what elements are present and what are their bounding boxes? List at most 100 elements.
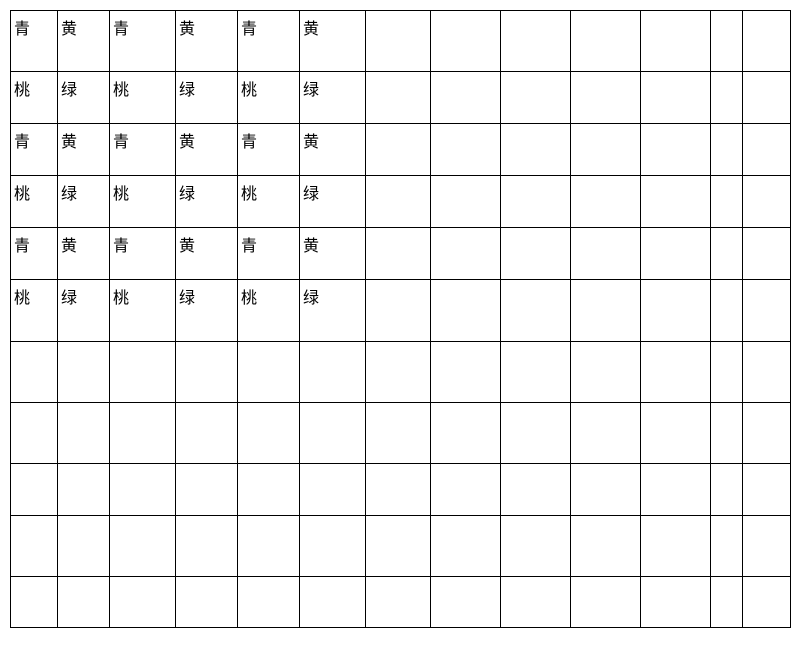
- grid-cell: [431, 403, 501, 464]
- grid-cell: [366, 464, 431, 516]
- grid-cell: [743, 228, 791, 280]
- grid-cell: [641, 11, 711, 72]
- grid-cell: [711, 403, 743, 464]
- grid-cell: [431, 124, 501, 176]
- table-row: [11, 577, 791, 628]
- grid-cell: [58, 516, 110, 577]
- grid-cell: [743, 72, 791, 124]
- grid-cell: [641, 577, 711, 628]
- grid-cell: 桃: [11, 72, 58, 124]
- grid-cell: [711, 228, 743, 280]
- grid-cell: 青: [11, 11, 58, 72]
- grid-cell: [58, 403, 110, 464]
- grid-cell: [641, 464, 711, 516]
- grid-cell: 青: [110, 124, 176, 176]
- grid-cell: [366, 176, 431, 228]
- grid-cell: [571, 228, 641, 280]
- grid-cell: [110, 516, 176, 577]
- grid-cell: [58, 577, 110, 628]
- grid-cell: [431, 516, 501, 577]
- grid-cell: 黄: [300, 228, 366, 280]
- grid-cell: [711, 72, 743, 124]
- grid-cell: [176, 464, 238, 516]
- grid-cell: [711, 124, 743, 176]
- grid-cell: [11, 577, 58, 628]
- grid-cell: [571, 577, 641, 628]
- grid-cell: [743, 280, 791, 342]
- grid-cell: [711, 11, 743, 72]
- grid-cell: 绿: [176, 280, 238, 342]
- grid-cell: 黄: [58, 228, 110, 280]
- grid-cell: [366, 124, 431, 176]
- grid-cell: [300, 516, 366, 577]
- grid-cell: 绿: [58, 280, 110, 342]
- grid-cell: [238, 342, 300, 403]
- table-row: 桃绿桃绿桃绿: [11, 176, 791, 228]
- grid-cell: [743, 464, 791, 516]
- grid-cell: [300, 577, 366, 628]
- grid-cell: 绿: [58, 72, 110, 124]
- table-row: [11, 464, 791, 516]
- grid-cell: [501, 280, 571, 342]
- grid-cell: [11, 403, 58, 464]
- table-row: [11, 342, 791, 403]
- grid-cell: [366, 72, 431, 124]
- grid-cell: [501, 516, 571, 577]
- grid-cell: 青: [110, 11, 176, 72]
- grid-cell: 青: [11, 228, 58, 280]
- grid-cell: [711, 176, 743, 228]
- grid-cell: [300, 403, 366, 464]
- grid-cell: [743, 516, 791, 577]
- grid-cell: 绿: [176, 176, 238, 228]
- grid-cell: 青: [238, 228, 300, 280]
- grid-cell: [58, 342, 110, 403]
- table-row: 青黄青黄青黄: [11, 11, 791, 72]
- grid-cell: [238, 464, 300, 516]
- grid-cell: [743, 342, 791, 403]
- grid-cell: 桃: [110, 72, 176, 124]
- grid-cell: [571, 516, 641, 577]
- grid-cell: [743, 577, 791, 628]
- grid-cell: [176, 577, 238, 628]
- grid-table: 青黄青黄青黄桃绿桃绿桃绿青黄青黄青黄桃绿桃绿桃绿青黄青黄青黄桃绿桃绿桃绿: [10, 10, 791, 628]
- grid-cell: [641, 176, 711, 228]
- grid-cell: 桃: [110, 176, 176, 228]
- table-row: 桃绿桃绿桃绿: [11, 280, 791, 342]
- grid-cell: 黄: [58, 11, 110, 72]
- grid-cell: [711, 516, 743, 577]
- grid-cell: [501, 464, 571, 516]
- grid-cell: [501, 577, 571, 628]
- grid-cell: 桃: [238, 72, 300, 124]
- grid-cell: [501, 342, 571, 403]
- grid-cell: [711, 280, 743, 342]
- grid-cell: [641, 228, 711, 280]
- grid-cell: 绿: [300, 176, 366, 228]
- grid-cell: [571, 464, 641, 516]
- grid-cell: [571, 124, 641, 176]
- grid-cell: [238, 403, 300, 464]
- grid-cell: [743, 124, 791, 176]
- grid-cell: [501, 228, 571, 280]
- grid-cell: 绿: [300, 280, 366, 342]
- grid-cell: [501, 72, 571, 124]
- grid-cell: [431, 176, 501, 228]
- grid-cell: [11, 342, 58, 403]
- grid-cell: [110, 464, 176, 516]
- grid-cell: [571, 11, 641, 72]
- grid-cell: 黄: [58, 124, 110, 176]
- grid-cell: [366, 11, 431, 72]
- grid-cell: [366, 280, 431, 342]
- table-row: 桃绿桃绿桃绿: [11, 72, 791, 124]
- grid-cell: [431, 464, 501, 516]
- grid-cell: 桃: [11, 176, 58, 228]
- grid-cell: [571, 280, 641, 342]
- grid-cell: [431, 577, 501, 628]
- grid-cell: 青: [110, 228, 176, 280]
- grid-cell: [641, 124, 711, 176]
- grid-cell: 黄: [176, 124, 238, 176]
- grid-cell: [58, 464, 110, 516]
- grid-cell: [431, 72, 501, 124]
- grid-cell: 青: [238, 11, 300, 72]
- grid-cell: [176, 516, 238, 577]
- table-row: 青黄青黄青黄: [11, 228, 791, 280]
